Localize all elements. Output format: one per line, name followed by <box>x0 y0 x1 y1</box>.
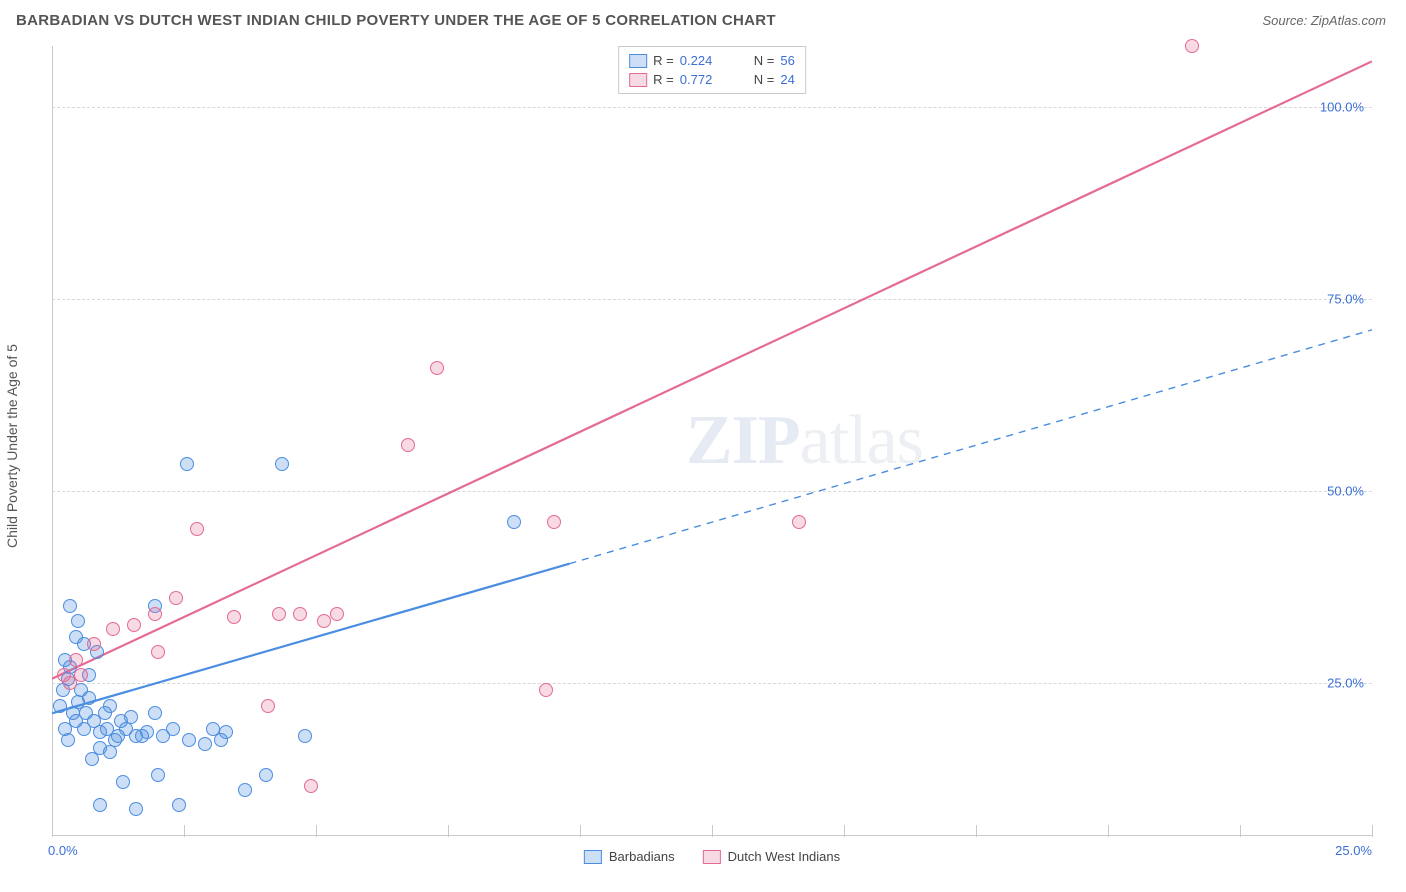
data-point <box>69 653 83 667</box>
data-point <box>61 733 75 747</box>
data-point <box>272 607 286 621</box>
gridline <box>52 683 1372 684</box>
n-value: 56 <box>780 53 794 68</box>
x-axis-tick <box>316 825 317 837</box>
series-legend: Barbadians Dutch West Indians <box>584 849 840 864</box>
data-point <box>71 614 85 628</box>
data-point <box>430 361 444 375</box>
correlation-legend: R = 0.224 N = 56 R = 0.772 N = 24 <box>618 46 806 94</box>
correlation-legend-row: R = 0.224 N = 56 <box>629 51 795 70</box>
y-axis-tick-label: 25.0% <box>1327 675 1364 690</box>
gridline <box>52 299 1372 300</box>
x-axis-tick <box>712 825 713 837</box>
data-point <box>116 775 130 789</box>
n-label: N = <box>754 53 775 68</box>
x-axis-tick <box>448 825 449 837</box>
data-point <box>227 610 241 624</box>
data-point <box>93 798 107 812</box>
data-point <box>180 457 194 471</box>
data-point <box>507 515 521 529</box>
regression-lines <box>52 46 1372 836</box>
data-point <box>1185 39 1199 53</box>
x-axis-label-end: 25.0% <box>1335 843 1372 858</box>
data-point <box>182 733 196 747</box>
r-value: 0.772 <box>680 72 730 87</box>
data-point <box>63 599 77 613</box>
data-point <box>82 691 96 705</box>
data-point <box>103 699 117 713</box>
r-label: R = <box>653 72 674 87</box>
legend-swatch <box>629 54 647 68</box>
data-point <box>69 630 83 644</box>
gridline <box>52 107 1372 108</box>
y-axis-tick-label: 50.0% <box>1327 483 1364 498</box>
data-point <box>166 722 180 736</box>
x-axis-tick <box>52 825 53 837</box>
series-legend-label: Barbadians <box>609 849 675 864</box>
series-legend-item: Barbadians <box>584 849 675 864</box>
data-point <box>169 591 183 605</box>
data-point <box>304 779 318 793</box>
legend-swatch <box>584 850 602 864</box>
data-point <box>330 607 344 621</box>
data-point <box>293 607 307 621</box>
legend-swatch <box>703 850 721 864</box>
y-axis-tick-label: 75.0% <box>1327 292 1364 307</box>
data-point <box>547 515 561 529</box>
x-axis-tick <box>1372 825 1373 837</box>
series-legend-item: Dutch West Indians <box>703 849 840 864</box>
series-legend-label: Dutch West Indians <box>728 849 840 864</box>
data-point <box>140 725 154 739</box>
y-axis-title: Child Poverty Under the Age of 5 <box>4 344 20 548</box>
data-point <box>53 699 67 713</box>
data-point <box>298 729 312 743</box>
data-point <box>124 710 138 724</box>
data-point <box>106 622 120 636</box>
correlation-legend-row: R = 0.772 N = 24 <box>629 70 795 89</box>
data-point <box>87 637 101 651</box>
data-point <box>317 614 331 628</box>
data-point <box>148 706 162 720</box>
n-value: 24 <box>780 72 794 87</box>
data-point <box>275 457 289 471</box>
x-axis-tick <box>976 825 977 837</box>
x-axis-tick <box>184 825 185 837</box>
chart-title: BARBADIAN VS DUTCH WEST INDIAN CHILD POV… <box>16 12 776 29</box>
gridline <box>52 491 1372 492</box>
r-label: R = <box>653 53 674 68</box>
data-point <box>401 438 415 452</box>
y-axis-line <box>52 46 53 836</box>
data-point <box>74 668 88 682</box>
data-point <box>792 515 806 529</box>
data-point <box>172 798 186 812</box>
data-point <box>85 752 99 766</box>
data-point <box>261 699 275 713</box>
data-point <box>219 725 233 739</box>
x-axis-label-start: 0.0% <box>48 843 78 858</box>
legend-swatch <box>629 73 647 87</box>
source-attribution: Source: ZipAtlas.com <box>1262 13 1386 28</box>
data-point <box>151 768 165 782</box>
y-axis-tick-label: 100.0% <box>1320 100 1364 115</box>
data-point <box>151 645 165 659</box>
data-point <box>539 683 553 697</box>
data-point <box>148 607 162 621</box>
scatter-plot-area: ZIPatlas 0.0% 25.0% R =0.224N =56R =0.77… <box>52 46 1372 836</box>
data-point <box>129 802 143 816</box>
x-axis-tick <box>580 825 581 837</box>
watermark: ZIPatlas <box>686 401 923 481</box>
data-point <box>259 768 273 782</box>
x-axis-tick <box>1108 825 1109 837</box>
x-axis-tick <box>844 825 845 837</box>
data-point <box>238 783 252 797</box>
data-point <box>198 737 212 751</box>
n-label: N = <box>754 72 775 87</box>
x-axis-tick <box>1240 825 1241 837</box>
r-value: 0.224 <box>680 53 730 68</box>
data-point <box>127 618 141 632</box>
data-point <box>190 522 204 536</box>
